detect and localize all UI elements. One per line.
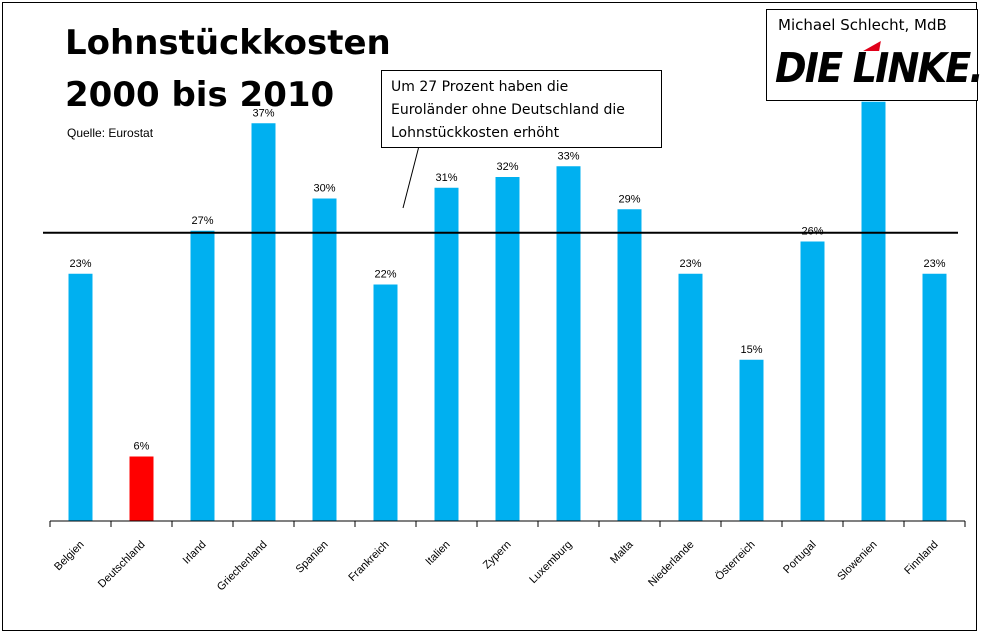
callout-connector (402, 145, 420, 209)
party-logo-text: DIE LINKE. (775, 44, 981, 92)
callout-box: Um 27 Prozent haben die Euroländer ohne … (381, 70, 662, 148)
bar-österreich (739, 359, 764, 521)
category-label: Belgien (52, 539, 86, 573)
callout-line-2: Euroländer ohne Deutschland die (391, 102, 625, 118)
category-label: Finnland (902, 539, 940, 577)
chart-title-line-2: 2000 bis 2010 (65, 75, 335, 115)
category-label: Frankreich (346, 539, 391, 584)
data-label: 26% (801, 226, 823, 238)
data-label: 22% (374, 269, 396, 281)
category-label: Zypern (481, 539, 514, 572)
bar-deutschland (129, 456, 154, 521)
data-label: 33% (557, 150, 579, 162)
bar-portugal (800, 241, 825, 521)
data-label: 29% (618, 193, 640, 205)
category-label: Spanien (294, 539, 331, 576)
bar-luxemburg (556, 166, 581, 521)
category-label: Griechenland (215, 539, 270, 594)
bar-irland (190, 230, 215, 521)
bar-belgien (68, 273, 93, 521)
data-label: 23% (679, 258, 701, 270)
category-label: Slowenien (835, 539, 879, 583)
bar-malta (617, 209, 642, 521)
source-note: Quelle: Eurostat (67, 126, 154, 140)
bar-italien (434, 187, 459, 521)
bar-chart: 23% Belgien 6% Deutschland 27% Irland 37% Griec… (43, 101, 966, 594)
chart-title-line-1: Lohnstückkosten (65, 23, 391, 63)
data-label: 6% (134, 441, 150, 453)
bar-finnland (922, 273, 947, 521)
logo-box: Michael Schlecht, MdB DIE LINKE. (766, 9, 981, 101)
data-label: 31% (435, 172, 457, 184)
category-label: Italien (423, 539, 452, 568)
data-label: 37% (252, 107, 274, 119)
callout-line-1: Um 27 Prozent haben die (391, 79, 569, 95)
data-label: 15% (740, 344, 762, 356)
data-label: 32% (496, 161, 518, 173)
category-label: Malta (608, 538, 636, 566)
data-label: 30% (313, 183, 335, 195)
bar-griechenland (251, 123, 276, 521)
bar-niederlande (678, 273, 703, 521)
callout-line-3: Lohnstückkosten erhöht (391, 125, 560, 141)
logo-person-name: Michael Schlecht, MdB (778, 16, 947, 34)
data-label: 27% (191, 215, 213, 227)
category-label: Luxemburg (527, 539, 574, 586)
data-label: 23% (69, 258, 91, 270)
bar-spanien (312, 198, 337, 521)
category-label: Portugal (781, 539, 818, 576)
bar-zypern (495, 177, 520, 521)
category-label: Niederlande (646, 539, 696, 589)
data-label: 23% (923, 258, 945, 270)
category-label: Deutschland (96, 539, 148, 591)
category-label: Österreich (713, 539, 757, 583)
category-label: Irland (181, 539, 209, 567)
bar-slowenien (861, 101, 886, 521)
bar-frankreich (373, 284, 398, 521)
